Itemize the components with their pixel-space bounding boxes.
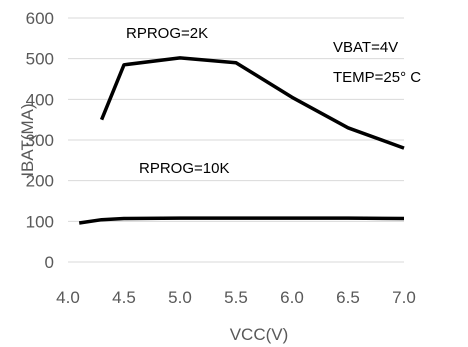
series-label-rprog-2k: RPROG=2K — [126, 25, 208, 42]
x-tick-label-6.5: 6.5 — [336, 288, 360, 307]
series-lines — [78, 56, 405, 225]
x-tick-labels: 4.0 4.5 5.0 5.5 6.0 6.5 7.0 — [56, 288, 416, 307]
annotation-vbat: VBAT=4V — [333, 39, 398, 56]
y-tick-label-500: 500 — [26, 50, 54, 69]
x-tick-label-5.5: 5.5 — [224, 288, 248, 307]
y-tick-labels: 0 100 200 300 400 500 600 — [26, 9, 54, 272]
x-tick-label-7.0: 7.0 — [392, 288, 416, 307]
series-line-rprog-2k — [99, 56, 405, 150]
series-line-rprog-10k — [78, 216, 405, 225]
y-tick-label-100: 100 — [26, 212, 54, 231]
gridlines — [68, 17, 404, 263]
x-axis-label: VCC(V) — [230, 325, 289, 344]
x-tick-label-5.0: 5.0 — [168, 288, 192, 307]
x-tick-label-4.5: 4.5 — [112, 288, 136, 307]
y-tick-label-300: 300 — [26, 131, 54, 150]
x-tick-label-6.0: 6.0 — [280, 288, 304, 307]
annotation-temp: TEMP=25° C — [333, 69, 421, 86]
y-axis-label: IBAT(MA) — [18, 103, 37, 176]
series-label-rprog-10k: RPROG=10K — [139, 160, 229, 177]
y-tick-label-0: 0 — [45, 253, 54, 272]
y-tick-label-600: 600 — [26, 9, 54, 28]
y-tick-label-200: 200 — [26, 172, 54, 191]
y-tick-label-400: 400 — [26, 90, 54, 109]
x-tick-label-4.0: 4.0 — [56, 288, 80, 307]
